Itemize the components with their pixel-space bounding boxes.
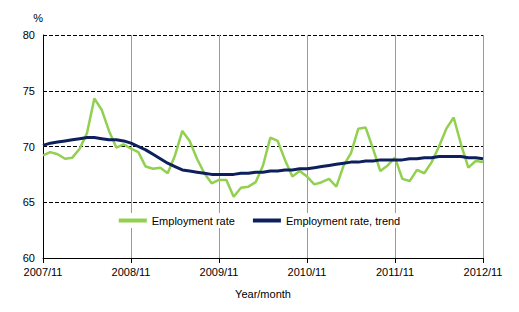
svg-text:60: 60	[23, 252, 35, 264]
svg-text:2007/11: 2007/11	[24, 266, 63, 278]
svg-text:Year/month: Year/month	[235, 288, 291, 300]
svg-text:2011/11: 2011/11	[376, 266, 414, 278]
svg-text:Employment rate, trend: Employment rate, trend	[286, 215, 400, 227]
svg-text:80: 80	[23, 29, 35, 41]
svg-text:Employment rate: Employment rate	[152, 215, 235, 227]
svg-text:70: 70	[23, 141, 35, 153]
svg-text:65: 65	[23, 196, 35, 208]
svg-text:2009/11: 2009/11	[200, 266, 239, 278]
svg-text:2012/11: 2012/11	[464, 266, 503, 278]
svg-text:2008/11: 2008/11	[112, 266, 151, 278]
svg-text:75: 75	[23, 85, 35, 97]
svg-text:2010/11: 2010/11	[288, 266, 327, 278]
svg-text:%: %	[33, 12, 43, 24]
